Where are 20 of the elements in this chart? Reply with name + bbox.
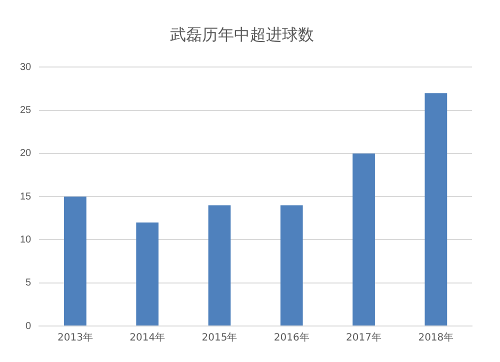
bar (352, 153, 375, 326)
y-tick-label: 0 (26, 320, 32, 332)
y-tick-label: 25 (20, 105, 32, 116)
bar (64, 196, 86, 326)
bar (424, 93, 448, 326)
y-tick-label: 30 (20, 62, 32, 73)
x-tick-label: 2015年 (202, 332, 238, 344)
x-tick-label: 2018年 (418, 332, 454, 344)
x-tick-label: 2013年 (57, 332, 93, 344)
x-tick-label: 2017年 (346, 332, 382, 344)
x-tick-label: 2016年 (274, 332, 310, 344)
bar (280, 205, 303, 326)
y-tick-label: 10 (20, 234, 32, 246)
y-tick-label: 15 (20, 191, 32, 202)
chart-title: 武磊历年中超进球数 (170, 24, 314, 44)
bar (208, 205, 231, 326)
y-tick-label: 5 (26, 278, 32, 289)
bar (136, 222, 159, 326)
y-tick-label: 20 (20, 148, 32, 160)
x-tick-label: 2014年 (130, 332, 166, 344)
